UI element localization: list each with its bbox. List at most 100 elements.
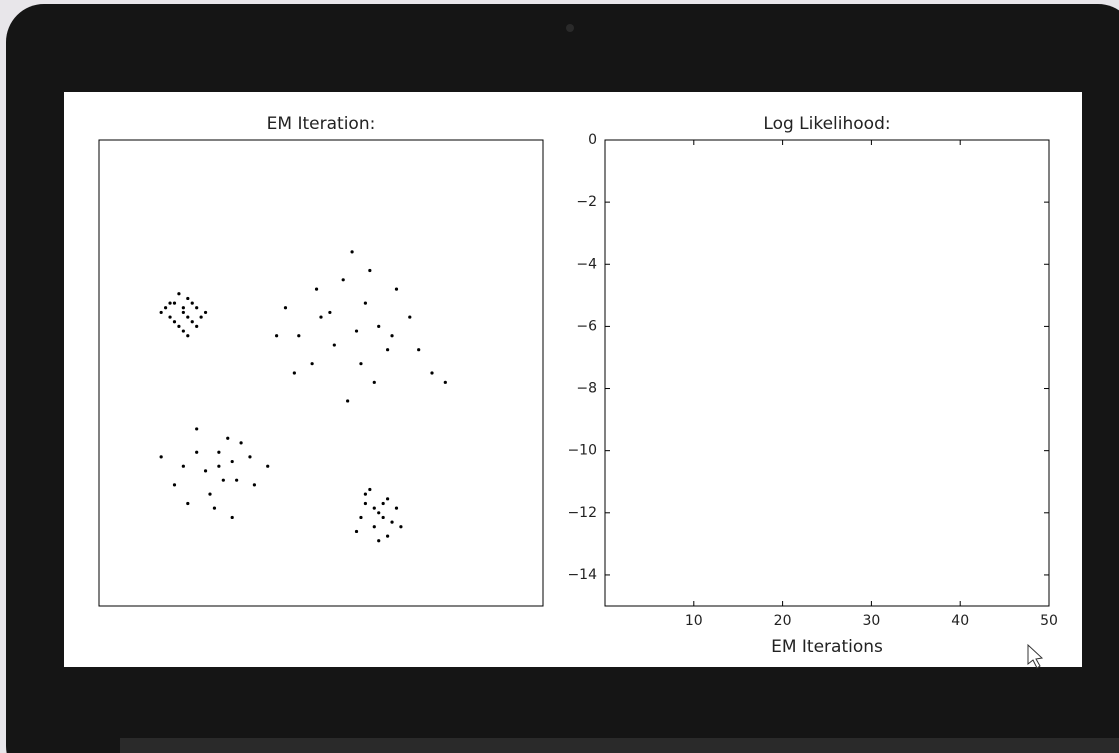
point (390, 334, 394, 338)
y-tick-label: −14 (567, 567, 597, 583)
point (377, 324, 381, 328)
point (186, 334, 190, 338)
point (266, 464, 270, 468)
point (221, 478, 225, 482)
point (212, 506, 217, 510)
point (217, 464, 221, 468)
x-tick-label: 20 (774, 613, 792, 629)
point (283, 306, 288, 310)
point (332, 343, 336, 347)
point (328, 310, 332, 315)
point (417, 348, 421, 352)
point (248, 455, 252, 459)
x-tick-label: 10 (685, 613, 703, 629)
point (190, 320, 194, 324)
point (159, 310, 163, 315)
point (359, 515, 363, 520)
point (181, 329, 185, 333)
point (252, 483, 256, 487)
y-tick-label: −8 (576, 381, 597, 397)
point (230, 515, 234, 520)
point (399, 525, 403, 529)
point (363, 301, 367, 305)
point (230, 459, 234, 464)
point (430, 371, 434, 375)
point (235, 478, 239, 482)
point (386, 534, 390, 538)
point (186, 501, 190, 506)
point (354, 329, 359, 333)
point (195, 324, 199, 328)
cursor (1027, 643, 1044, 669)
point (186, 296, 190, 301)
point (172, 301, 177, 305)
point (172, 320, 177, 324)
point (377, 511, 381, 515)
line-axes (604, 139, 1050, 607)
camera (566, 24, 574, 32)
point (346, 399, 350, 403)
point (168, 315, 172, 319)
point (408, 315, 412, 319)
point (168, 301, 172, 305)
point (354, 529, 359, 534)
point (181, 464, 185, 468)
point (372, 506, 376, 510)
point (203, 469, 208, 473)
point (310, 362, 314, 366)
point (319, 315, 323, 319)
screen (64, 92, 1082, 667)
y-tick-label: −2 (576, 194, 597, 210)
point (381, 501, 385, 506)
point (372, 380, 376, 384)
point (186, 315, 190, 319)
point (363, 492, 367, 496)
point (350, 250, 354, 254)
point (226, 436, 230, 440)
point (314, 287, 319, 291)
point (195, 427, 199, 431)
point (203, 310, 208, 315)
point (386, 497, 390, 501)
y-tick-label: −4 (576, 256, 597, 272)
point (381, 515, 385, 520)
y-tick-label: −12 (567, 505, 597, 521)
point (239, 441, 243, 445)
point (368, 487, 372, 492)
point (217, 450, 221, 454)
point (341, 278, 345, 282)
y-tick-label: −6 (576, 318, 597, 334)
point (386, 348, 390, 352)
hinge (120, 738, 1119, 753)
scatter-axes (98, 139, 544, 607)
x-tick-label: 30 (862, 613, 880, 629)
y-tick-label: 0 (588, 132, 597, 148)
scatter-title: EM Iteration: (267, 114, 376, 134)
x-axis-label: EM Iterations (771, 637, 883, 657)
point (181, 306, 185, 310)
point (297, 334, 301, 338)
x-tick-label: 50 (1040, 613, 1058, 629)
x-tick-label: 40 (951, 613, 969, 629)
point (177, 324, 181, 328)
point (181, 310, 185, 315)
point (195, 450, 199, 454)
point (177, 292, 181, 296)
line-title: Log Likelihood: (763, 114, 890, 134)
point (372, 525, 376, 529)
point (377, 539, 381, 543)
point (199, 315, 203, 319)
point (394, 287, 399, 291)
point (275, 334, 279, 338)
point (394, 506, 399, 510)
point (195, 306, 199, 310)
point (359, 362, 363, 366)
point (190, 301, 194, 305)
point (172, 483, 177, 487)
point (208, 492, 212, 496)
point (363, 501, 367, 506)
point (164, 306, 168, 310)
point (390, 520, 394, 524)
